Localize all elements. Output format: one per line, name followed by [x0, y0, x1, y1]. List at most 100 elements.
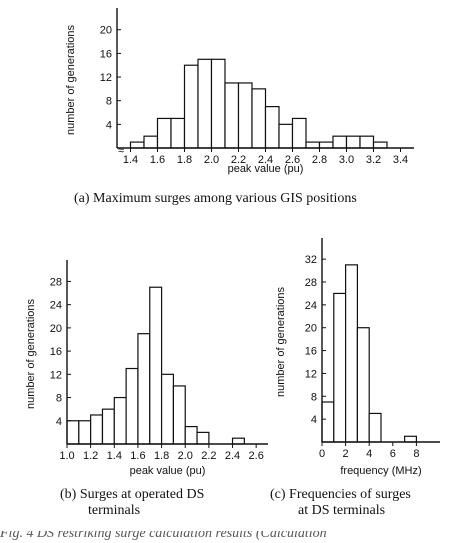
- x-tick-label: 6: [390, 448, 396, 460]
- x-tick-label: 2: [343, 448, 349, 460]
- x-tick-label: 2.2: [201, 450, 216, 462]
- x-tick-label: 3.2: [366, 154, 381, 166]
- histogram-bar: [264, 106, 280, 149]
- histogram-panel-a: 4 8 12 16 20 1.4 1.6 1.8 2.0 2.2 2.4 2.6 2.8 3.0 3.2 3.…: [65, 8, 414, 175]
- x-tick-label: 2.2: [231, 154, 246, 166]
- histogram-bar: [231, 437, 245, 445]
- y-tick-label: 8: [311, 391, 317, 403]
- histogram-bar: [368, 412, 382, 443]
- y-tick-label: 4: [56, 416, 62, 428]
- x-tick-label: 1.6: [150, 154, 165, 166]
- y-tick-label: 24: [50, 300, 62, 312]
- histogram-bar: [143, 135, 159, 149]
- x-tick-label: 3.0: [339, 154, 354, 166]
- y-tick-label: 32: [305, 254, 317, 266]
- x-tick-label: 1.4: [107, 450, 122, 462]
- histogram-bar: [172, 385, 186, 445]
- x-tick-label: 2.0: [178, 450, 193, 462]
- y-tick-label: 4: [106, 119, 112, 131]
- y-tick-label: 8: [56, 393, 62, 405]
- x-axis-label: peak value (pu): [228, 163, 304, 175]
- histogram-bar: [183, 64, 199, 149]
- y-tick-label: 16: [100, 48, 112, 60]
- x-tick-label: 4: [366, 448, 372, 460]
- x-axis-label: peak value (pu): [130, 465, 206, 477]
- histogram-bar: [278, 123, 294, 149]
- y-tick-label: 12: [50, 369, 62, 381]
- y-tick-label: 4: [311, 414, 317, 426]
- histogram-bar: [372, 141, 388, 149]
- x-tick-label: 2.6: [249, 450, 264, 462]
- histogram-bar: [291, 117, 307, 149]
- y-tick-label: 28: [305, 277, 317, 289]
- caption-panel-c: (c) Frequencies of surges at DS terminal…: [270, 487, 411, 519]
- x-axis-label: frequency (MHz): [340, 465, 421, 477]
- histogram-bar: [156, 117, 172, 149]
- x-tick-label: 1.2: [83, 450, 98, 462]
- x-tick-label: 2.6: [285, 154, 300, 166]
- histogram-bar: [404, 435, 418, 443]
- histogram-bar: [149, 286, 163, 445]
- y-tick-label: 28: [50, 276, 62, 288]
- histogram-bar: [344, 264, 358, 443]
- histogram-bar: [113, 396, 127, 445]
- histogram-bar: [90, 414, 104, 445]
- y-tick-label: 12: [305, 368, 317, 380]
- x-tick-label: 1.8: [177, 154, 192, 166]
- y-axis-label: number of generations: [65, 24, 77, 135]
- y-tick-label: 20: [100, 25, 112, 37]
- x-tick-label: 1.8: [154, 450, 169, 462]
- y-tick-label: 16: [50, 346, 62, 358]
- x-tick-label: 0: [319, 448, 325, 460]
- histogram-bar: [196, 431, 210, 445]
- histogram-bar: [224, 82, 240, 149]
- histogram-bar: [333, 292, 347, 443]
- histogram-bar: [321, 401, 335, 443]
- caption-panel-b-line1: (b) Surges at operated DS: [60, 487, 205, 502]
- y-tick-label: 24: [305, 300, 317, 312]
- x-tick-label: 1.4: [123, 154, 138, 166]
- caption-panel-b: (b) Surges at operated DS terminals: [60, 487, 204, 519]
- histogram-bar: [160, 373, 175, 445]
- histogram-panel-b: 4 8 12 16 20 24 28 1.0 1.2 1.4 1.6 1.8 2.0 2.2 2.4 2.6 p…: [25, 260, 268, 477]
- x-tick-label: 8: [413, 448, 419, 460]
- histogram-bar: [101, 408, 115, 445]
- histogram-bar: [170, 117, 186, 149]
- x-tick-label: 2.4: [225, 450, 240, 462]
- histogram-bar: [318, 141, 334, 149]
- histogram-bar: [356, 327, 370, 443]
- histogram-bar: [129, 141, 145, 149]
- histogram-bar: [184, 425, 198, 445]
- y-tick-label: 20: [305, 323, 317, 335]
- histogram-bar: [66, 420, 80, 445]
- caption-panel-b-line2: terminals: [88, 503, 141, 518]
- caption-panel-c-line2: at DS terminals: [298, 503, 386, 518]
- x-tick-label: 1.6: [130, 450, 145, 462]
- histogram-bar: [359, 135, 375, 149]
- x-tick-label: 2.0: [204, 154, 219, 166]
- histogram-bar: [345, 135, 361, 149]
- histogram-bar: [210, 58, 226, 149]
- y-axis-label: number of generations: [275, 286, 287, 397]
- x-tick-label: 2.8: [312, 154, 327, 166]
- histogram-bar: [305, 141, 321, 149]
- x-tick-label: 3.4: [393, 154, 408, 166]
- y-tick-label: 12: [100, 72, 112, 84]
- x-tick-label: 2.4: [258, 154, 273, 166]
- histogram-bar: [251, 88, 267, 149]
- y-axis-label: number of generations: [25, 298, 37, 409]
- histogram-bar: [137, 333, 151, 445]
- histogram-bar: [332, 135, 348, 149]
- histogram-bar: [237, 82, 253, 149]
- x-tick-label: 1.0: [59, 450, 74, 462]
- caption-panel-a: (a) Maximum surges among various GIS pos…: [74, 191, 357, 206]
- y-tick-label: 20: [50, 323, 62, 335]
- histogram-bar: [125, 367, 139, 445]
- histogram-bar: [197, 58, 213, 149]
- histogram-bar: [78, 420, 92, 445]
- y-tick-label: 16: [305, 346, 317, 358]
- caption-panel-c-line1: (c) Frequencies of surges: [270, 487, 411, 502]
- y-tick-label: 8: [106, 96, 112, 108]
- axis-break-mark: ≈: [118, 145, 124, 157]
